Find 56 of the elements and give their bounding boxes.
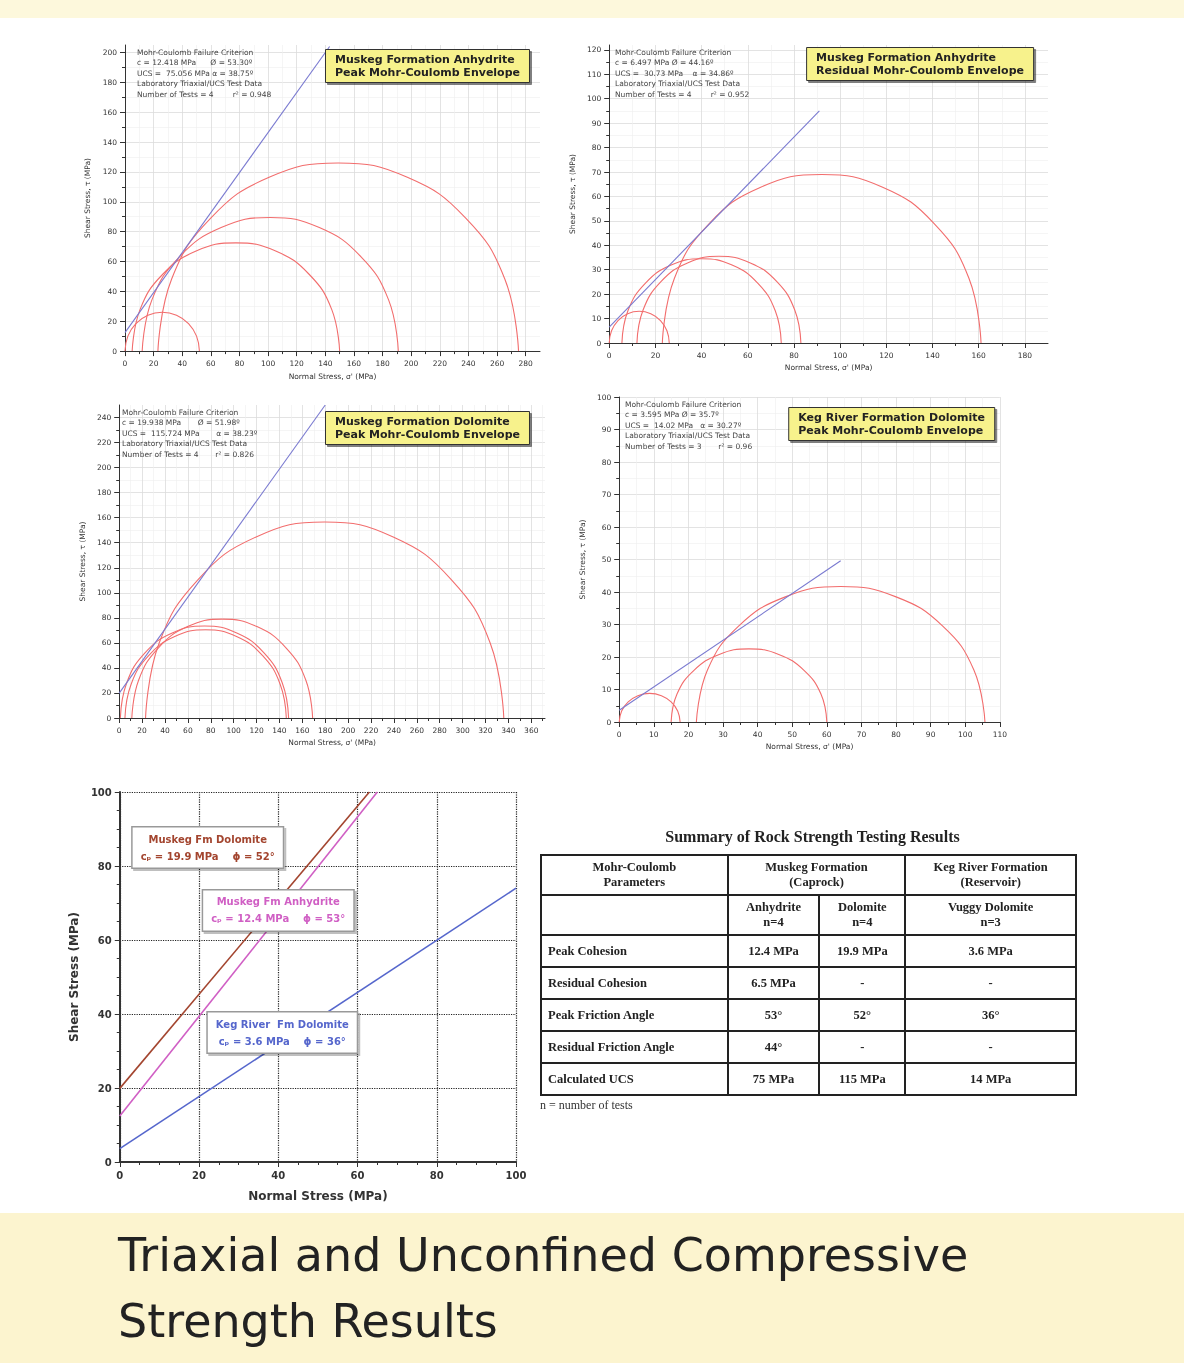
text: 115 MPa [819,1063,906,1095]
text: Summary of Rock Strength Testing Results [664,828,961,846]
text: Keg River Formation (Reservoir) [905,855,1076,895]
text: Peak Mohr-Coulomb Envelope [334,428,521,441]
text: 6.5 MPa [727,967,820,999]
text: - [819,967,906,999]
x-tick-label: 40 [271,1169,286,1181]
text: Anhydrite n=4 [727,895,820,935]
series-label: Muskeg Fm Anhydrite [216,896,341,908]
text: 44° [727,1031,820,1063]
text: Muskeg Formation Anhydrite [334,53,515,66]
text: - [819,1031,906,1063]
text: 12.4 MPa [727,935,820,967]
text: Residual Friction Angle [541,1031,728,1063]
text: Peak Friction Angle [541,999,728,1031]
text: 3.6 MPa [905,935,1076,967]
y-axis-title: Shear Stress (MPa) [67,912,81,1042]
text: Muskeg Formation Anhydrite [816,51,996,64]
text: Muskeg Formation (Caprock) [727,855,906,895]
text: Keg River Formation Dolomite [798,411,986,424]
text: 52° [819,999,906,1031]
text: Peak Mohr-Coulomb Envelope [798,424,984,437]
text: Peak Cohesion [541,935,728,967]
text: Muskeg Fm Dolomite [148,833,268,845]
annotation: cₚ = 19.9 MPa ϕ = 52° [140,850,275,862]
x-tick-label: 20 [192,1169,207,1181]
y-tick-label: 20 [97,1082,112,1094]
text: 53° [727,999,820,1031]
text: Residual Cohesion [541,967,728,999]
text: Dolomite n=4 [819,895,906,935]
text: Triaxial and Unconfined Compressive Strength Results [118,1227,970,1350]
text: Mohr-Coulomb Parameters [541,855,728,895]
text: Vuggy Dolomite n=3 [905,895,1076,935]
x-tick-label: 60 [350,1169,365,1181]
text: - [905,1031,1076,1063]
y-tick-label: 40 [97,1008,112,1020]
text: 14 MPa [905,1063,1076,1095]
text: Muskeg Formation Dolomite [334,415,510,428]
series-label: Keg River Fm Dolomite [215,1018,349,1030]
text: 19.9 MPa [819,935,906,967]
y-tick-label: 80 [97,860,112,872]
text: Peak Mohr-Coulomb Envelope [334,66,521,79]
text: Calculated UCS [541,1063,728,1095]
x-axis-title: Normal Stress (MPa) [248,1189,388,1203]
annotation: cₚ = 12.4 MPa ϕ = 53° [211,913,346,925]
text: - [905,967,1076,999]
x-tick-label: 100 [505,1169,527,1181]
text: n = number of tests [540,1098,634,1113]
text: Residual Mohr-Coulomb Envelope [816,64,1025,77]
annotation: cₚ = 3.6 MPa ϕ = 36° [218,1035,346,1047]
y-tick-label: 0 [104,1156,112,1168]
text: 36° [905,999,1076,1031]
text: 75 MPa [727,1063,820,1095]
y-tick-label: 100 [90,786,112,798]
y-tick-label: 60 [97,934,112,946]
x-tick-label: 80 [429,1169,444,1181]
